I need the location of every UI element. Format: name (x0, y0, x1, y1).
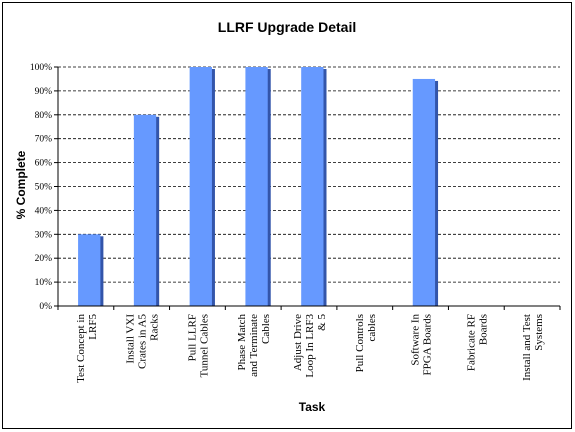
category-label: Test Concept in LRF5 (75, 314, 99, 383)
y-tick-label: 10% (35, 278, 53, 288)
bars (78, 67, 439, 306)
category-label-line: Tunnel Cables (198, 314, 210, 377)
category-label-line: Pull Controls (354, 314, 366, 372)
category-label: Pull LLRF Tunnel Cables (186, 314, 210, 377)
y-tick-label: 50% (35, 183, 53, 193)
category-label-line: Install and Test (521, 314, 533, 381)
category-label-line: Racks (149, 314, 161, 341)
y-tick-label: 70% (35, 135, 53, 145)
bar (133, 114, 157, 306)
category-label: Fabricate RF Boards (465, 314, 489, 371)
y-tick-label: 80% (35, 111, 53, 121)
bar (301, 67, 324, 306)
category-label-line: Test Concept in (75, 314, 87, 383)
x-axis-title: Task (299, 400, 326, 414)
y-tick-label: 90% (35, 87, 53, 97)
category-label-line: Adjust Drive (292, 314, 304, 371)
y-tick-label: 40% (35, 206, 53, 216)
category-label-line: Phase Match (236, 314, 248, 371)
chart-frame (2, 2, 572, 429)
category-label-line: Install VXI (125, 314, 137, 364)
bar (78, 234, 101, 306)
category-label-line: Crates in A5 (137, 314, 149, 369)
x-category-labels: Test Concept in LRF5 Install VXI Crates in … (75, 314, 545, 383)
category-label: Software In FPGA Boards (410, 314, 434, 376)
bar (412, 78, 436, 306)
category-label-line: & 5 (316, 314, 328, 331)
category-label-line: Software In (410, 314, 422, 366)
category-label-line: cables (366, 314, 378, 341)
bar (245, 67, 268, 306)
category-label-line: Fabricate RF (465, 314, 477, 371)
category-label-line: Pull LLRF (186, 314, 198, 361)
y-tick-label: 20% (35, 254, 53, 264)
category-label: Pull Controls cables (354, 314, 378, 372)
category-label: Install VXI Crates in A5 Racks (125, 314, 161, 369)
y-tick-label: 60% (35, 159, 53, 169)
y-tick-label: 100% (30, 63, 52, 73)
y-axis-title: % Complete (14, 150, 28, 219)
chart-title: LLRF Upgrade Detail (218, 19, 356, 35)
axes (57, 67, 561, 310)
category-label-line: LRF5 (87, 314, 99, 340)
category-label-line: FPGA Boards (422, 314, 434, 375)
y-tick-labels: 0% 10% 20% 30% 40% 50% 60% 70% 80% 90% 100% (30, 63, 52, 312)
category-label-line: Loop In LRF3 (304, 314, 316, 378)
y-tick-label: 30% (35, 230, 53, 240)
category-label: Install and Test Systems (521, 314, 545, 381)
category-label-line: Systems (533, 314, 545, 351)
category-label: Adjust Drive Loop In LRF3 & 5 (292, 314, 328, 378)
category-label-line: and Terminate (248, 314, 260, 377)
category-label-line: Cables (260, 314, 272, 344)
bar (189, 67, 212, 306)
y-tick-label: 0% (39, 302, 52, 312)
category-label-line: Boards (477, 314, 489, 345)
category-label: Phase Match and Terminate Cables (236, 314, 272, 377)
